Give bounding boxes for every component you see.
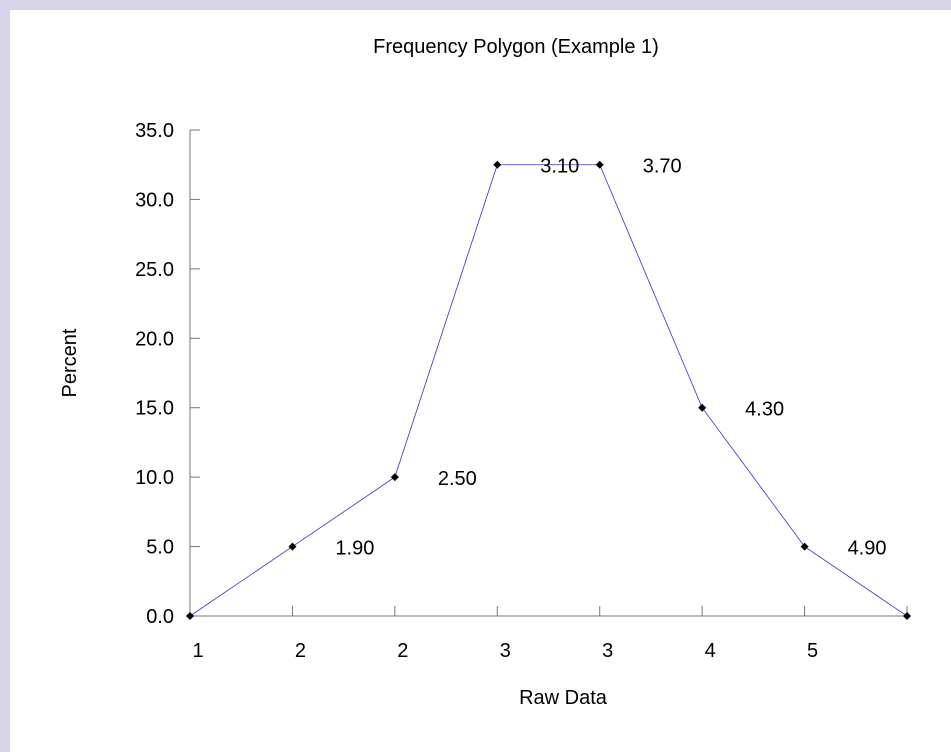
chart-title: Frequency Polygon (Example 1) [373, 36, 659, 58]
data-point-marker [800, 542, 809, 551]
x-axis-label: Raw Data [519, 687, 608, 709]
data-point-label: 1.90 [335, 538, 374, 560]
y-axis-ticks: 0.0 5.0 10.0 15.0 20.0 25.0 30.0 35.0 [135, 120, 200, 628]
y-tick-label: 5.0 [146, 537, 174, 559]
x-tick-label: 3 [602, 640, 613, 662]
x-axis-ticks: 1 2 2 3 3 4 5 [189, 606, 908, 662]
x-tick-label: 2 [295, 640, 306, 662]
data-point-label: 3.70 [643, 156, 682, 178]
x-tick-label: 5 [807, 640, 818, 662]
data-point-label: 2.50 [438, 468, 477, 490]
y-tick-label: 0.0 [146, 606, 174, 628]
data-point-marker [903, 612, 911, 620]
x-tick-label: 4 [705, 640, 716, 662]
y-tick-label: 30.0 [135, 189, 174, 211]
data-point-marker [288, 542, 297, 551]
data-point-marker [186, 612, 194, 620]
y-tick-label: 10.0 [135, 467, 174, 489]
y-axis-label: Percent [59, 328, 81, 397]
data-point-marker [698, 403, 707, 412]
series-layer: 1.90 2.50 3.10 3.70 4.30 4.90 [186, 156, 911, 620]
chart-frame: Frequency Polygon (Example 1) 0.0 5.0 10.0… [10, 10, 951, 752]
x-tick-label: 3 [500, 640, 511, 662]
data-point-marker [595, 160, 604, 169]
y-tick-label: 20.0 [135, 328, 174, 350]
data-point-label: 4.30 [745, 399, 784, 421]
y-tick-label: 25.0 [135, 259, 174, 281]
series-line [189, 164, 908, 617]
x-tick-label: 2 [397, 640, 408, 662]
data-point-marker [390, 473, 399, 482]
chart-svg: Frequency Polygon (Example 1) 0.05.010.0… [59, 36, 911, 709]
y-tick-label: 15.0 [135, 398, 174, 420]
data-point-marker [493, 160, 502, 169]
y-tick-label: 35.0 [135, 120, 174, 142]
x-tick-label: 1 [192, 640, 203, 662]
data-point-label: 4.90 [848, 538, 887, 560]
data-point-label: 3.10 [540, 156, 579, 178]
